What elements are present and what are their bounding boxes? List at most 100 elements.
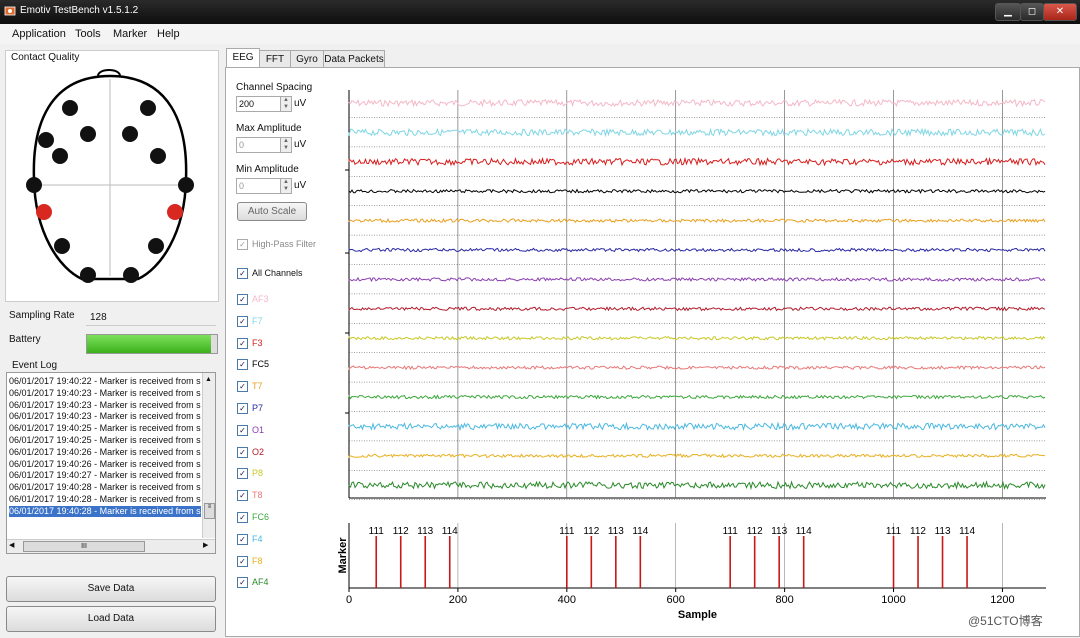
channel-checkbox-t7[interactable]: ✓ <box>237 381 248 393</box>
event-log-item[interactable]: 06/01/2017 19:40:25 - Marker is received… <box>9 423 201 434</box>
max-amplitude-spinner[interactable]: ▲ ▼ <box>280 137 292 153</box>
channel-checkbox-f4[interactable]: ✓ <box>237 533 248 545</box>
max-amplitude-unit: uV <box>294 139 307 150</box>
marker-label: 113 <box>608 526 624 537</box>
x-tick-label: 600 <box>667 594 685 606</box>
channel-checkbox-p7[interactable]: ✓ <box>237 403 248 414</box>
eeg-trace-t8 <box>348 365 1046 371</box>
eeg-trace-p8 <box>348 335 1046 341</box>
event-log-vscroll[interactable]: ▲ ≡ <box>202 373 215 538</box>
event-log-item[interactable]: 06/01/2017 19:40:25 - Marker is received… <box>9 435 201 445</box>
x-tick-label: 0 <box>346 594 352 606</box>
high-pass-checkbox[interactable]: ✓ <box>237 239 248 250</box>
sampling-rate-underline <box>86 325 216 326</box>
hscroll-thumb[interactable]: III <box>23 541 145 552</box>
head-map <box>26 69 194 283</box>
event-log-item[interactable]: 06/01/2017 19:40:26 - Marker is received… <box>9 446 201 457</box>
channel-checkbox-fc5[interactable]: ✓ <box>237 359 248 371</box>
load-data-button[interactable]: Load Data <box>6 606 216 632</box>
app-icon <box>4 5 16 17</box>
marker-label: 113 <box>417 526 433 537</box>
battery-label: Battery <box>9 334 41 345</box>
channel-label-p7: P7 <box>252 403 264 413</box>
all-channels-checkbox[interactable]: ✓ <box>237 268 248 279</box>
menu-tools[interactable]: Tools <box>75 28 101 40</box>
menu-application[interactable]: Application <box>12 28 66 40</box>
channel-checkbox-f3[interactable]: ✓ <box>237 337 248 349</box>
eeg-trace-fc5 <box>348 188 1046 194</box>
menu-bar <box>0 24 1080 44</box>
marker-label: 114 <box>442 526 458 537</box>
maximize-button[interactable]: ◻ <box>1020 3 1044 21</box>
channel-label-t8: T8 <box>252 490 263 501</box>
event-log-hscroll[interactable]: ◀ III ▶ <box>7 539 215 553</box>
battery-bar <box>86 334 218 354</box>
event-log-item[interactable]: 06/01/2017 19:40:23 - Marker is received… <box>9 411 201 422</box>
eeg-chart: 0 200 400 600 800 1000 1200 111 112 113 114 111 112 1… <box>337 90 1046 621</box>
eeg-trace-p7 <box>348 247 1046 253</box>
contact-quality-label: Contact Quality <box>11 52 80 63</box>
tab-fft[interactable]: FFT <box>259 50 291 68</box>
event-log-label: Event Log <box>12 360 58 371</box>
eeg-trace-f7 <box>348 127 1046 138</box>
eeg-trace-af4 <box>348 480 1046 491</box>
channel-label-f4: F4 <box>252 533 263 544</box>
channel-checkbox-f8[interactable]: ✓ <box>237 555 248 567</box>
battery-fill <box>87 335 211 353</box>
channel-label-fc6: FC6 <box>252 512 270 522</box>
channel-checkbox-o2[interactable]: ✓ <box>237 446 248 458</box>
min-amplitude-spinner[interactable]: ▲ ▼ <box>280 178 292 194</box>
save-data-button[interactable]: Save Data <box>6 576 216 602</box>
eeg-trace-af3 <box>348 98 1046 108</box>
scroll-thumb[interactable]: ≡ <box>204 503 215 519</box>
event-log-item[interactable]: 06/01/2017 19:40:28 - Marker is received… <box>9 494 201 504</box>
scroll-right-icon[interactable]: ▶ <box>203 542 209 549</box>
sampling-rate-label: Sampling Rate <box>9 310 75 321</box>
close-button[interactable]: ✕ <box>1043 3 1077 21</box>
channel-checkbox-fc6[interactable]: ✓ <box>237 512 248 523</box>
event-log-item[interactable]: 06/01/2017 19:40:28 - Marker is received… <box>9 505 201 517</box>
marker-label: 111 <box>559 526 575 537</box>
eeg-trace-t7 <box>348 217 1046 224</box>
marker-label: 112 <box>393 526 409 537</box>
event-log-list[interactable]: 06/01/2017 19:40:22 - Marker is received… <box>6 372 216 554</box>
tab-data-packets[interactable]: Data Packets <box>323 50 385 68</box>
eeg-trace-f8 <box>348 453 1046 459</box>
min-amplitude-label: Min Amplitude <box>236 164 299 175</box>
channel-spacing-unit: uV <box>294 98 307 109</box>
channel-label-o2: O2 <box>252 446 265 457</box>
scroll-left-icon[interactable]: ◀ <box>9 542 15 549</box>
channel-checkbox-af4[interactable]: ✓ <box>237 577 248 589</box>
menu-marker[interactable]: Marker <box>113 28 148 40</box>
event-log-item[interactable]: 06/01/2017 19:40:26 - Marker is received… <box>9 458 201 469</box>
event-log-item[interactable]: 06/01/2017 19:40:23 - Marker is received… <box>9 387 201 398</box>
channel-label-f8: F8 <box>252 555 263 566</box>
event-log-item[interactable]: 06/01/2017 19:40:22 - Marker is received… <box>9 376 201 386</box>
x-tick-label: 1000 <box>881 594 905 606</box>
marker-label: 112 <box>747 526 763 537</box>
tab-eeg[interactable]: EEG <box>226 48 260 69</box>
event-log-item[interactable]: 06/01/2017 19:40:28 - Marker is received… <box>9 482 201 493</box>
eeg-trace-f4 <box>348 421 1046 432</box>
marker-label: 111 <box>886 526 902 537</box>
marker-label: 111 <box>723 526 739 537</box>
title-bar <box>0 0 1080 24</box>
channel-spacing-spinner[interactable]: ▲ ▼ <box>280 96 292 112</box>
channel-checkbox-o1[interactable]: ✓ <box>237 424 248 436</box>
event-log-item[interactable]: 06/01/2017 19:40:27 - Marker is received… <box>9 470 201 481</box>
tab-gyro[interactable]: Gyro <box>290 50 324 68</box>
max-amplitude-label: Max Amplitude <box>236 123 302 134</box>
channel-checkbox-af3[interactable]: ✓ <box>237 294 248 305</box>
x-tick-label: 1200 <box>990 594 1014 606</box>
min-amplitude-unit: uV <box>294 180 307 191</box>
scroll-up-icon[interactable]: ▲ <box>205 376 212 383</box>
channel-checkbox-f7[interactable]: ✓ <box>237 315 248 327</box>
channel-label-t7: T7 <box>252 381 263 392</box>
channel-checkbox-p8[interactable]: ✓ <box>237 468 248 480</box>
auto-scale-button[interactable]: Auto Scale <box>237 202 307 221</box>
channel-checkbox-t8[interactable]: ✓ <box>237 490 248 502</box>
minimize-button[interactable]: ▁ <box>995 3 1021 21</box>
event-log-item[interactable]: 06/01/2017 19:40:23 - Marker is received… <box>9 399 201 410</box>
marker-label: 112 <box>910 526 926 537</box>
menu-help[interactable]: Help <box>157 28 180 40</box>
